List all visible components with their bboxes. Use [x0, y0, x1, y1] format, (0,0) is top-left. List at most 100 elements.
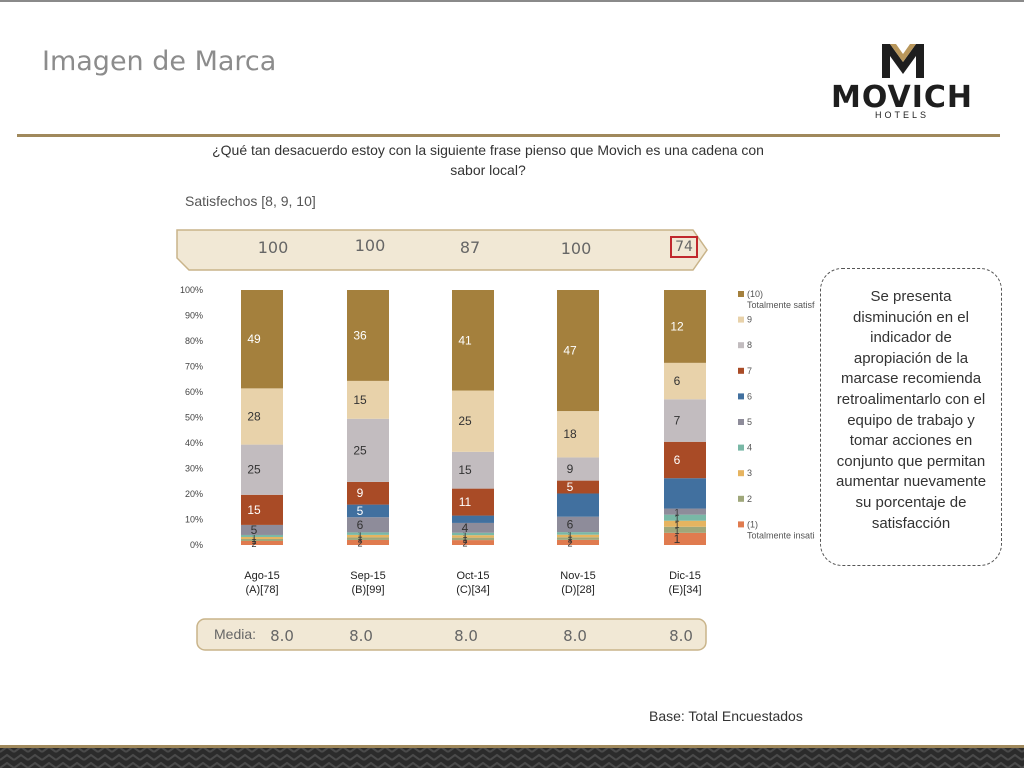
satisfied-value: 87 — [440, 238, 500, 257]
data-label: 41 — [458, 333, 472, 347]
media-value: 8.0 — [270, 627, 294, 645]
legend-swatch — [738, 393, 744, 400]
y-tick-label: 0% — [190, 540, 203, 550]
data-label: 1 — [251, 532, 256, 542]
category-label: (C)[34] — [456, 584, 490, 596]
bar-segment — [241, 524, 283, 535]
data-label: 47 — [563, 344, 577, 358]
y-tick-label: 70% — [185, 362, 203, 372]
bar-segment — [452, 515, 494, 523]
data-label: 1 — [357, 532, 362, 542]
data-label: 25 — [458, 414, 472, 428]
data-label: 6 — [674, 453, 681, 467]
bar-segment — [452, 390, 494, 452]
bar-segment — [664, 508, 706, 515]
bar-segment — [557, 457, 599, 481]
top-rule — [0, 0, 1024, 2]
bar-segment — [557, 411, 599, 458]
bar-segment — [241, 534, 283, 537]
y-tick-label: 10% — [185, 515, 203, 525]
bar-segment — [241, 444, 283, 495]
data-label: 1 — [251, 534, 256, 544]
data-label: 12 — [670, 319, 684, 333]
media-banner — [196, 618, 707, 651]
data-label: 15 — [353, 393, 367, 407]
header-divider — [17, 134, 1000, 137]
data-label: 25 — [247, 463, 261, 477]
satisfied-value: 100 — [340, 236, 400, 255]
bar-segment — [347, 539, 389, 545]
data-label: 1 — [674, 508, 679, 518]
bar-segment — [557, 480, 599, 494]
bar-segment — [557, 532, 599, 535]
legend-label: 2 — [747, 494, 752, 504]
movich-m-icon — [882, 44, 924, 78]
y-tick-label: 80% — [185, 336, 203, 346]
bar-segment — [452, 488, 494, 516]
data-label: 1 — [674, 520, 679, 530]
category-label: Sep-15 — [350, 570, 385, 582]
satisfied-value-text: 100 — [560, 239, 592, 258]
survey-question: ¿Qué tan desacuerdo estoy con la siguien… — [212, 142, 764, 178]
y-tick-label: 50% — [185, 413, 203, 423]
legend-label: 5 — [747, 417, 752, 427]
bar-segment — [664, 532, 706, 545]
bar-segment — [241, 538, 283, 541]
bar-segment — [241, 388, 283, 445]
data-label: 25 — [353, 443, 367, 457]
category-label: (D)[28] — [561, 584, 595, 596]
data-label: 6 — [567, 517, 574, 531]
y-tick-label: 40% — [185, 438, 203, 448]
note-callout: Se presenta disminución en el indicador … — [820, 268, 1002, 566]
bar-segment — [557, 516, 599, 533]
slide-title: Imagen de Marca — [42, 46, 277, 77]
data-label: 2 — [357, 538, 362, 548]
bar-segment — [664, 362, 706, 400]
data-label: 18 — [563, 427, 577, 441]
brand-sub: HOTELS — [874, 110, 929, 120]
category-label: Oct-15 — [456, 570, 489, 582]
y-tick-label: 30% — [185, 464, 203, 474]
data-label: 1 — [357, 535, 362, 545]
data-label: 9 — [567, 462, 574, 476]
satisfied-subtitle: Satisfechos [8, 9, 10] — [185, 193, 316, 209]
data-label: 5 — [357, 504, 364, 518]
data-label: 6 — [357, 518, 364, 532]
stacked-bar-chart: 0%10%20%30%40%50%60%70%80%90%100%2111515… — [180, 285, 815, 596]
bar-segment — [452, 537, 494, 541]
data-label: 1 — [674, 514, 679, 524]
data-label: 2 — [462, 539, 467, 549]
data-label: 1 — [567, 535, 572, 545]
bar-segment — [452, 522, 494, 533]
legend-label: (10) — [747, 289, 763, 299]
legend-swatch — [738, 444, 744, 451]
category-label: (A)[78] — [245, 584, 278, 596]
legend-label: 9 — [747, 315, 752, 325]
bar-segment — [452, 540, 494, 545]
legend-swatch — [738, 470, 744, 477]
legend-label: 4 — [747, 443, 752, 453]
satisfied-value: 100 — [243, 238, 303, 257]
bar-segment — [241, 494, 283, 525]
legend-swatch — [738, 316, 744, 323]
satisfied-value: 100 — [546, 239, 606, 258]
bar-segment — [557, 534, 599, 538]
bar-segment — [664, 290, 706, 363]
bar-segment — [664, 520, 706, 527]
data-label: 1 — [462, 535, 467, 545]
bar-segment — [452, 290, 494, 391]
satisfied-value-text: 100 — [354, 236, 386, 255]
satisfied-value-text: 87 — [459, 238, 481, 257]
data-label: 1 — [462, 532, 467, 542]
legend-label: 6 — [747, 391, 752, 401]
bar-segment — [347, 380, 389, 419]
bar-segment — [241, 536, 283, 539]
data-label: 6 — [674, 374, 681, 388]
base-note: Base: Total Encuestados — [649, 708, 803, 724]
bar-segment — [347, 504, 389, 518]
legend-label: 3 — [747, 468, 752, 478]
media-label: Media: — [214, 626, 257, 642]
legend-swatch — [738, 495, 744, 502]
bar-segment — [347, 418, 389, 482]
data-label: 4 — [462, 521, 469, 535]
